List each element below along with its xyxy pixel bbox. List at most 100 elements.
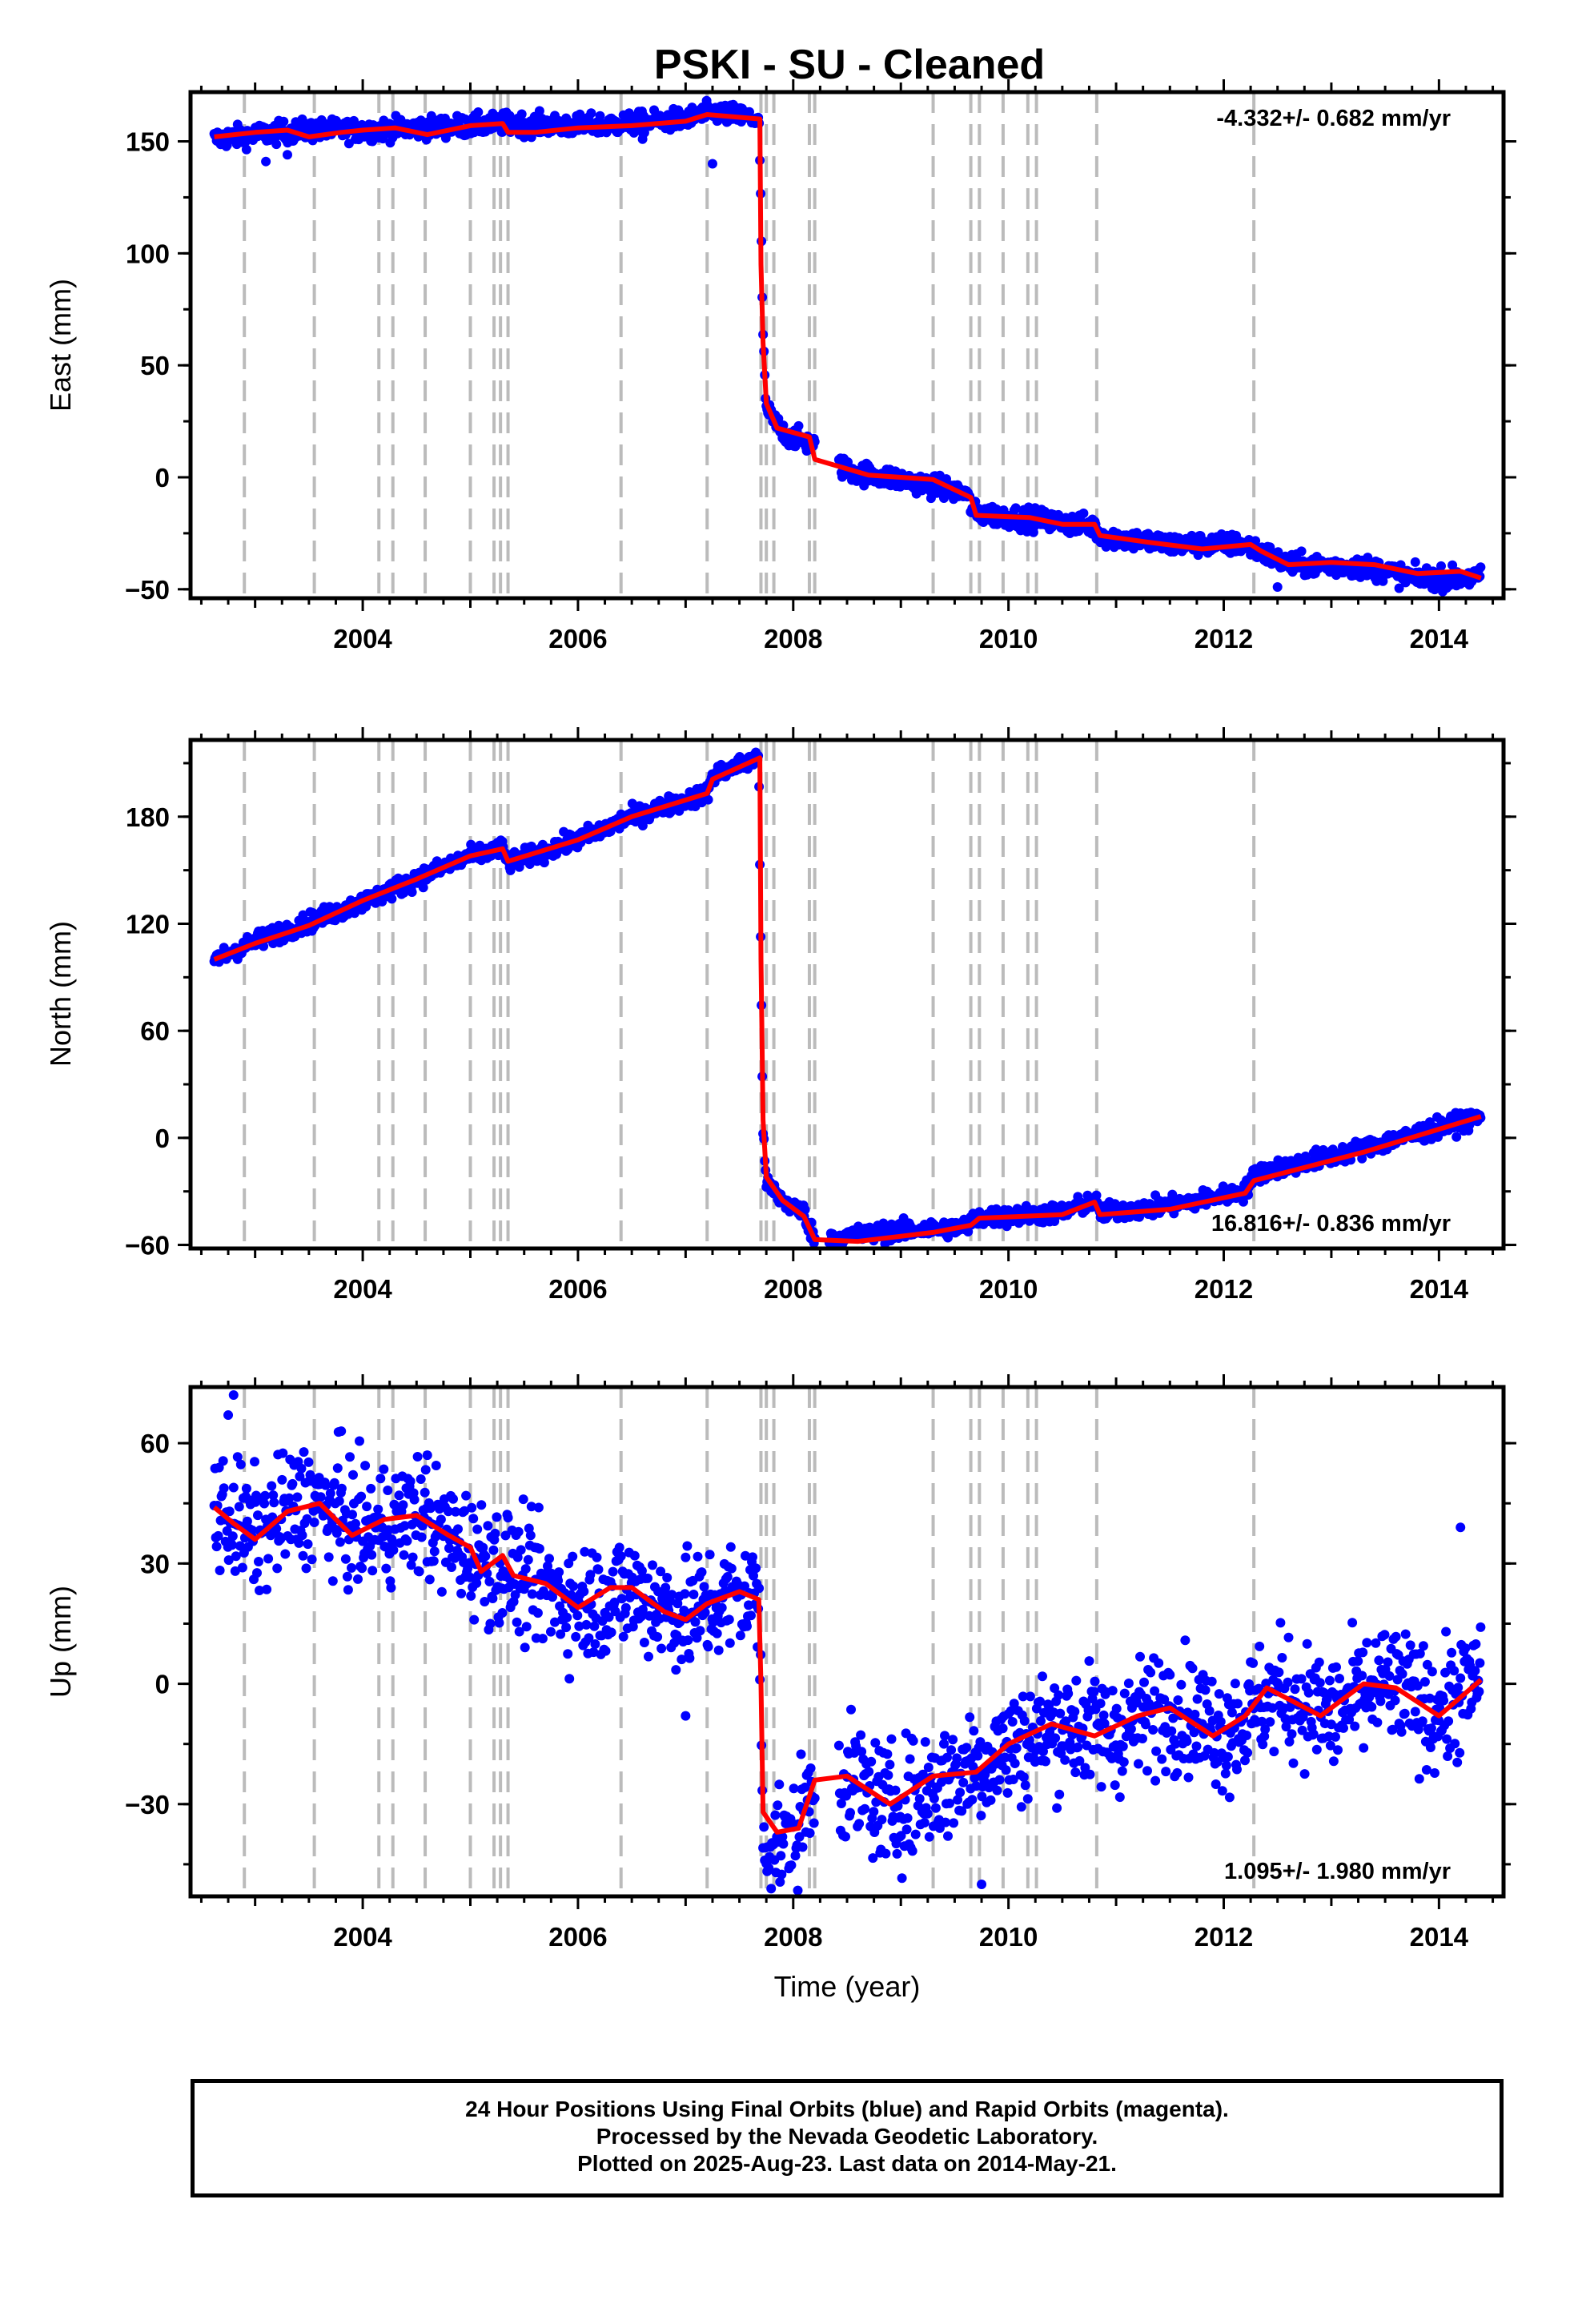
data-point — [488, 1545, 499, 1555]
data-point — [662, 1573, 673, 1582]
data-point — [857, 1747, 867, 1757]
data-point — [1054, 1690, 1064, 1700]
data-point — [1410, 557, 1420, 567]
data-point — [1041, 1756, 1050, 1767]
data-point — [277, 1474, 287, 1485]
data-point — [624, 108, 634, 119]
data-point — [485, 1618, 496, 1629]
data-point — [1200, 1685, 1211, 1695]
data-point — [1180, 1635, 1191, 1646]
data-point — [318, 1510, 328, 1521]
data-point — [272, 1563, 283, 1574]
data-point — [793, 420, 804, 431]
data-point — [232, 1452, 243, 1462]
data-point — [315, 1492, 326, 1502]
data-point — [1248, 1658, 1259, 1668]
up-plot-area — [209, 1387, 1486, 1896]
data-point — [924, 1831, 934, 1842]
data-point — [294, 1538, 304, 1548]
y-tick-label: 50 — [140, 351, 170, 380]
data-point — [700, 1607, 710, 1618]
data-point — [564, 1558, 574, 1569]
data-point — [1315, 1678, 1325, 1688]
data-point — [1019, 1716, 1030, 1726]
north-panel: 2004 2006 2008 2010 2012 2014−60060120180Nort… — [44, 727, 1516, 1304]
data-point — [1099, 1719, 1110, 1729]
y-tick-label: 100 — [126, 239, 170, 268]
data-point — [1055, 1708, 1066, 1719]
data-point — [1257, 1716, 1267, 1727]
data-point — [877, 1815, 887, 1825]
data-point — [1284, 1736, 1295, 1747]
data-point — [614, 1542, 624, 1553]
data-point — [1050, 1733, 1061, 1743]
data-point — [1233, 1699, 1243, 1709]
data-point — [1275, 1618, 1286, 1628]
model-line — [213, 755, 1482, 1244]
data-point — [1182, 1707, 1193, 1718]
data-point — [1157, 1754, 1167, 1764]
data-point — [866, 1756, 877, 1767]
data-point — [1221, 1760, 1231, 1771]
data-point — [786, 1860, 797, 1871]
data-point — [1061, 1716, 1071, 1727]
data-point — [1050, 1683, 1060, 1693]
data-point — [1095, 1699, 1106, 1709]
data-point — [453, 1524, 463, 1534]
data-point — [525, 1530, 536, 1541]
data-point — [774, 1779, 785, 1790]
data-point — [580, 1546, 590, 1557]
data-point — [1223, 1751, 1233, 1762]
data-point — [590, 1639, 600, 1649]
data-point — [260, 1490, 271, 1501]
data-point — [776, 1851, 786, 1861]
data-point — [965, 1712, 975, 1723]
data-point — [1240, 1755, 1250, 1766]
data-point — [1419, 1677, 1430, 1687]
data-point — [325, 1488, 335, 1498]
data-point — [465, 1572, 476, 1582]
data-point — [1209, 1747, 1219, 1758]
data-point — [480, 1597, 490, 1606]
data-point — [1347, 1618, 1358, 1628]
data-point — [682, 1541, 693, 1551]
data-point — [234, 1502, 244, 1512]
data-point — [1303, 1687, 1314, 1698]
data-point — [520, 1564, 531, 1574]
data-point — [720, 1586, 730, 1596]
data-point — [669, 1638, 680, 1648]
data-point — [1363, 553, 1373, 563]
data-point — [1328, 1756, 1339, 1767]
y-tick-label: −60 — [125, 1231, 170, 1261]
data-point — [992, 1785, 1002, 1795]
data-point — [469, 1614, 480, 1625]
data-point — [1204, 1706, 1215, 1716]
data-point — [777, 1869, 787, 1880]
y-tick-label: 0 — [155, 1124, 170, 1153]
data-point — [1220, 1768, 1231, 1779]
data-point — [907, 1846, 917, 1856]
data-point — [1018, 1772, 1029, 1783]
data-point — [1020, 1780, 1030, 1791]
data-point — [406, 1560, 416, 1570]
data-point — [1391, 1631, 1401, 1642]
data-point — [1302, 1638, 1312, 1649]
data-point — [480, 1551, 491, 1562]
data-point — [1176, 1679, 1186, 1690]
data-point — [629, 1550, 640, 1561]
data-point — [230, 1566, 240, 1576]
data-point — [1110, 1780, 1120, 1791]
data-point — [353, 1574, 363, 1584]
data-point — [488, 1594, 498, 1603]
data-point — [1192, 1694, 1203, 1704]
data-point — [461, 1490, 472, 1501]
data-point — [914, 1794, 925, 1804]
data-point — [279, 116, 289, 127]
data-point — [976, 1811, 986, 1821]
data-point — [1447, 1647, 1457, 1658]
data-point — [998, 1723, 1008, 1734]
data-point — [381, 1563, 391, 1574]
data-point — [703, 794, 713, 805]
data-point — [695, 1626, 705, 1636]
x-tick-label: 2012 — [1195, 1274, 1253, 1304]
